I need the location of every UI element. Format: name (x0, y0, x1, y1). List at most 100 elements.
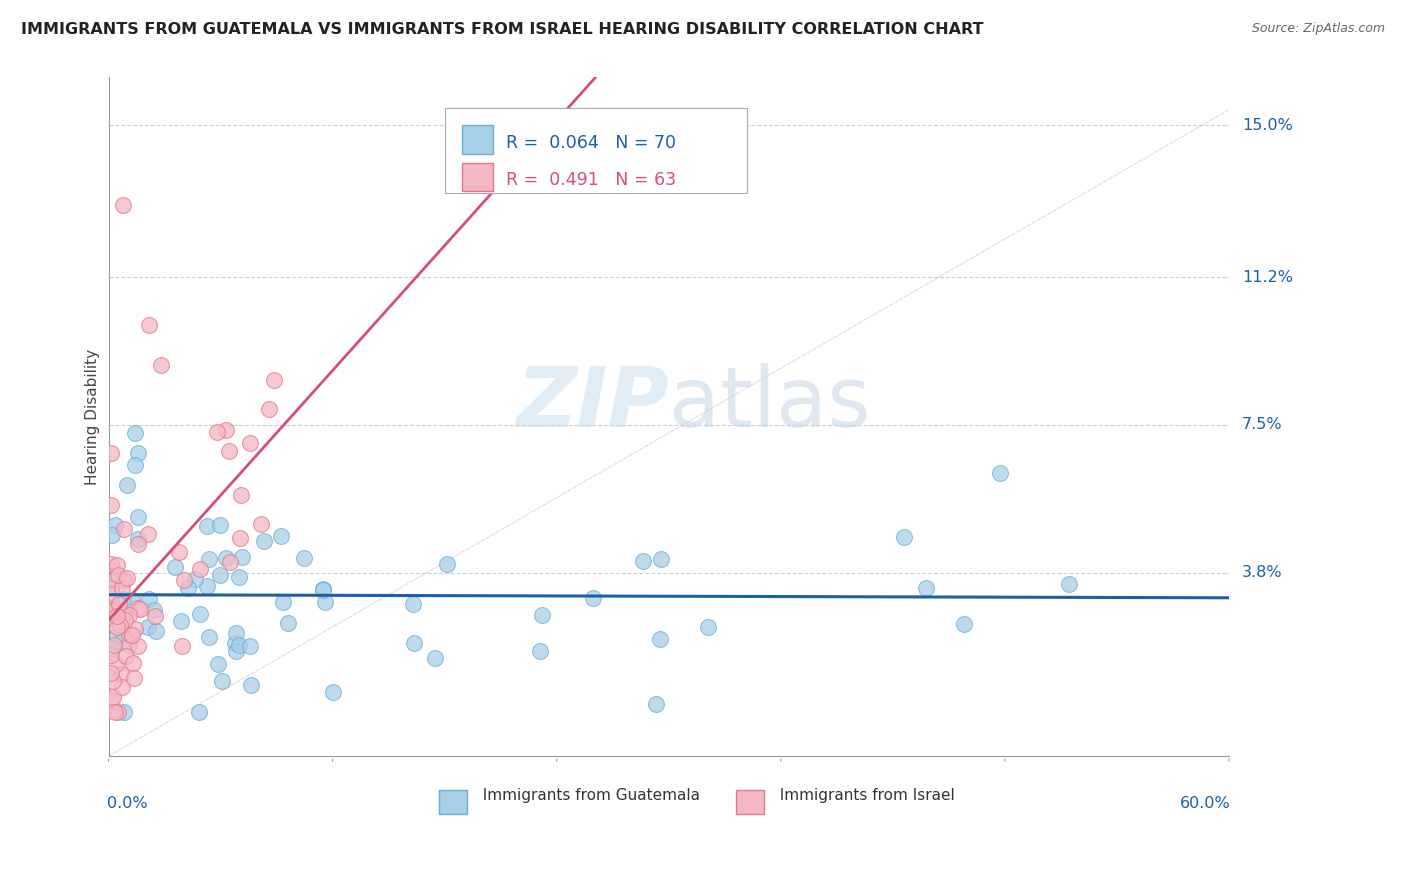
Point (127, 600, 149, 615)
Point (229, 488, 252, 502)
Point (188, 607, 211, 621)
Point (127, 639, 149, 653)
Point (650, 552, 672, 566)
Point (100, 648, 122, 662)
Point (100, 558, 122, 572)
Point (136, 620, 159, 634)
Point (124, 425, 146, 440)
Point (101, 640, 124, 655)
Point (228, 570, 250, 584)
Point (115, 649, 138, 664)
Point (253, 534, 276, 549)
Point (177, 581, 200, 595)
Point (112, 198, 135, 212)
Point (263, 373, 285, 387)
Point (128, 537, 150, 551)
Text: 60.0%: 60.0% (1180, 796, 1230, 811)
Point (211, 673, 233, 688)
Point (101, 600, 124, 615)
Point (112, 522, 135, 536)
Point (101, 528, 124, 542)
Point (436, 558, 458, 572)
Point (188, 705, 211, 719)
Point (953, 616, 976, 631)
Point (100, 611, 122, 625)
Point (103, 611, 125, 625)
Point (218, 555, 240, 569)
Point (100, 574, 122, 588)
Text: Source: ZipAtlas.com: Source: ZipAtlas.com (1251, 22, 1385, 36)
Text: 11.2%: 11.2% (1241, 269, 1294, 285)
Point (270, 528, 292, 542)
Point (257, 402, 280, 417)
Point (531, 608, 554, 623)
Point (107, 567, 129, 582)
Point (633, 554, 655, 568)
Point (105, 620, 128, 634)
Point (314, 595, 336, 609)
Point (225, 644, 247, 658)
Point (112, 573, 135, 587)
Point (277, 615, 299, 630)
Point (142, 603, 165, 617)
Point (645, 698, 668, 712)
Point (128, 602, 150, 616)
Point (103, 604, 125, 618)
Point (101, 587, 124, 601)
Text: ZIP: ZIP (516, 363, 669, 443)
Point (112, 607, 135, 622)
Point (145, 624, 167, 638)
Point (138, 318, 160, 332)
Point (195, 579, 218, 593)
Point (138, 591, 160, 606)
Point (121, 593, 143, 607)
Point (893, 530, 915, 544)
Point (143, 608, 166, 623)
Point (696, 620, 718, 634)
Point (115, 477, 138, 491)
Text: 15.0%: 15.0% (1241, 118, 1292, 133)
Point (118, 638, 141, 652)
Point (197, 552, 219, 566)
Point (239, 640, 262, 654)
Point (104, 657, 127, 671)
Text: 7.5%: 7.5% (1241, 417, 1282, 433)
Point (100, 498, 122, 512)
Point (915, 582, 938, 596)
Point (107, 597, 129, 611)
Point (121, 656, 143, 670)
Point (271, 595, 294, 609)
Text: R =  0.491   N = 63: R = 0.491 N = 63 (506, 171, 676, 189)
Point (104, 705, 127, 719)
Point (170, 614, 193, 628)
Text: atlas: atlas (669, 363, 870, 443)
Point (127, 510, 149, 524)
Point (117, 627, 139, 641)
Point (207, 657, 229, 671)
Point (104, 518, 127, 533)
Point (105, 609, 128, 624)
Point (312, 582, 335, 596)
Point (188, 562, 211, 576)
Point (239, 435, 262, 450)
Point (215, 551, 238, 566)
Point (167, 545, 190, 559)
Point (215, 423, 238, 437)
Point (105, 606, 128, 620)
Point (136, 526, 159, 541)
Point (249, 516, 271, 531)
Point (103, 638, 125, 652)
Point (402, 636, 425, 650)
Point (112, 705, 135, 719)
Point (173, 574, 195, 588)
Point (100, 581, 122, 595)
Point (228, 638, 250, 652)
Point (110, 635, 132, 649)
Point (228, 531, 250, 545)
Point (107, 558, 129, 573)
Text: 3.8%: 3.8% (1241, 565, 1282, 580)
Point (231, 549, 253, 564)
Point (101, 690, 124, 705)
Point (163, 560, 186, 574)
FancyBboxPatch shape (439, 790, 467, 814)
